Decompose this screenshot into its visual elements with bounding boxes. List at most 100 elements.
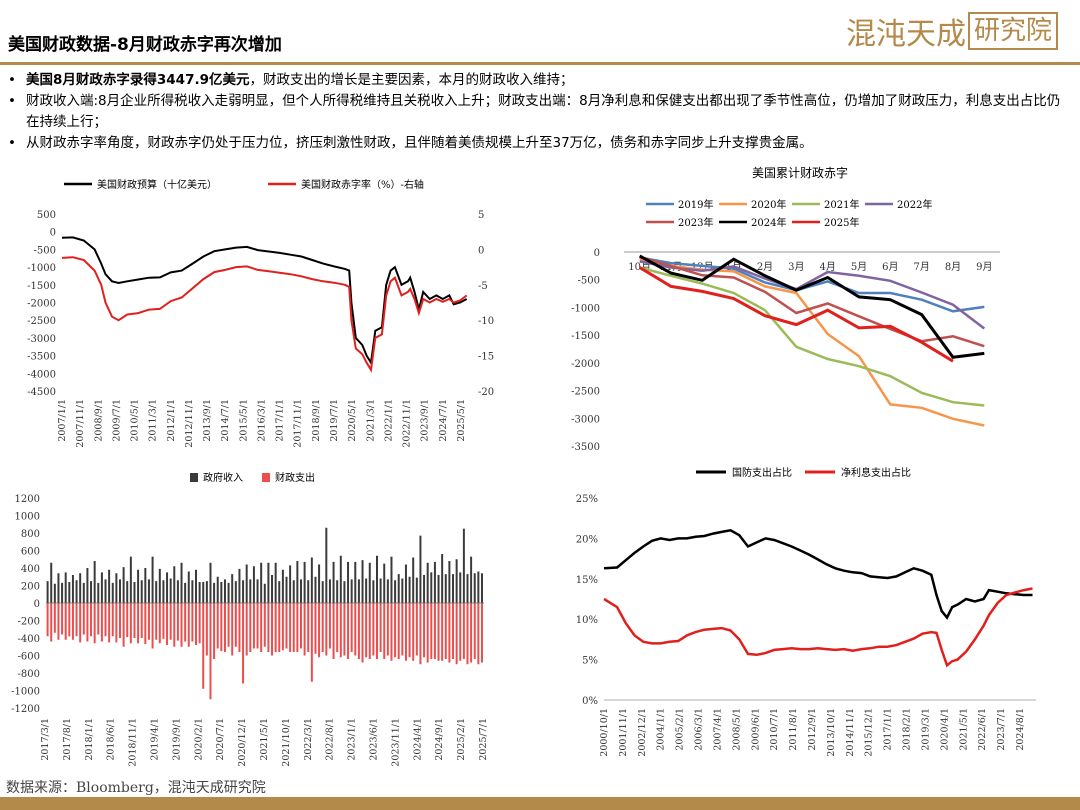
y-tick-label: -3000 xyxy=(27,334,56,345)
x-tick-label: 8月 xyxy=(945,261,961,273)
bar xyxy=(202,582,205,603)
bar xyxy=(441,603,444,661)
bar xyxy=(53,583,56,603)
bar xyxy=(314,576,317,603)
bar xyxy=(303,561,306,604)
legend-label: 2019年 xyxy=(678,198,713,211)
y-tick-label: -2500 xyxy=(571,387,600,398)
bar xyxy=(455,559,458,603)
x-tick-label: 2022/3/1 xyxy=(303,718,314,761)
bar xyxy=(180,562,183,603)
bar xyxy=(285,603,288,649)
bar xyxy=(213,603,216,659)
bar xyxy=(231,603,234,656)
bar xyxy=(354,603,357,656)
bar xyxy=(122,567,125,604)
logo-box-text: 研究院 xyxy=(967,12,1058,50)
bar xyxy=(412,557,415,603)
bar xyxy=(158,568,161,604)
bar xyxy=(90,581,93,604)
x-tick-label: 2009/7/1 xyxy=(111,399,122,442)
bar xyxy=(408,576,411,603)
x-tick-label: 6月 xyxy=(882,261,898,273)
bar xyxy=(104,603,107,637)
bar xyxy=(151,603,154,649)
y-tick-label: 5% xyxy=(582,656,598,667)
y-tick-label: -2000 xyxy=(27,299,56,310)
y-tick-label: -1200 xyxy=(11,704,40,715)
x-tick-label: 2025/5/1 xyxy=(456,399,467,442)
x-tick-label: 2008/9/1 xyxy=(93,399,104,442)
bar xyxy=(452,574,455,604)
y-tick-label: 0 xyxy=(594,248,600,259)
bar xyxy=(437,603,440,661)
bar xyxy=(151,556,154,604)
series-line xyxy=(61,236,468,366)
legend-label: 美国财政预算（十亿美元） xyxy=(97,178,217,191)
bar xyxy=(173,566,176,603)
bar xyxy=(455,603,458,665)
bar xyxy=(452,603,455,659)
bar xyxy=(274,562,277,603)
x-tick-label: 2016/3/1 xyxy=(256,399,267,442)
bar xyxy=(75,603,78,637)
bar xyxy=(249,603,252,652)
bar xyxy=(368,562,371,603)
bar xyxy=(169,578,172,603)
bar xyxy=(448,561,451,603)
bar xyxy=(470,556,473,604)
budget-deficit-chart: 美国财政预算（十亿美元） 美国财政赤字率（%）-右轴 500 0 -500 -1000 -1… xyxy=(27,178,494,448)
bar xyxy=(137,603,140,644)
bar xyxy=(238,568,241,604)
bar xyxy=(430,603,433,659)
bar xyxy=(144,568,147,603)
bar xyxy=(242,603,245,684)
bar xyxy=(180,603,183,647)
x-tick-label: 2018/6/1 xyxy=(106,718,117,761)
bar xyxy=(354,561,357,604)
bar xyxy=(328,603,331,649)
series-line xyxy=(639,266,985,407)
bar xyxy=(86,568,89,603)
bar xyxy=(459,603,462,661)
bar xyxy=(397,574,400,604)
bar xyxy=(271,575,274,603)
y-tick-label: 15% xyxy=(576,575,598,586)
x-tick-label: 2012/1/1 xyxy=(166,399,177,442)
x-tick-label: 2024/9/1 xyxy=(434,718,445,761)
header-divider xyxy=(0,62,1080,65)
x-tick-label: 2001/11/1 xyxy=(618,708,629,757)
x-tick-label: 2022/11/1 xyxy=(402,399,413,448)
x-tick-label: 2004/1/1 xyxy=(656,708,667,751)
bar xyxy=(292,580,295,603)
y-tick-label: 1000 xyxy=(15,512,40,523)
y-tick-label: -1500 xyxy=(571,331,600,342)
bar xyxy=(126,603,129,638)
bar xyxy=(307,580,310,603)
x-tick-label: 2007/4/1 xyxy=(712,708,723,751)
x-tick-label: 2010/5/1 xyxy=(130,399,141,442)
bar xyxy=(184,582,187,604)
bar xyxy=(202,603,205,689)
bar xyxy=(281,569,284,603)
bar xyxy=(158,603,161,644)
x-tick-label: 2011/3/1 xyxy=(148,399,159,442)
y-tick-label: 400 xyxy=(21,564,40,575)
x-tick-label: 2021/5/1 xyxy=(958,708,969,751)
bar xyxy=(115,573,118,603)
bar xyxy=(173,603,176,647)
bar xyxy=(263,583,266,603)
data-source: 数据来源：Bloomberg，混沌天成研究院 xyxy=(6,780,266,796)
y-tick-label: -500 xyxy=(578,276,600,287)
bar xyxy=(401,603,404,656)
y-tick-label: 500 xyxy=(37,210,56,221)
bar xyxy=(466,574,469,604)
bar xyxy=(126,581,129,604)
bar xyxy=(321,603,324,652)
bar xyxy=(332,603,335,659)
bullet-text: ，财政支出的增长是主要因素，本月的财政收入维持； xyxy=(249,72,574,88)
legend-label: 2024年 xyxy=(751,216,786,229)
y2-tick-label: -20 xyxy=(478,387,494,398)
defense-interest-share-chart: 国防支出占比 净利息支出占比 25% 20% 15% 10% 5% 0%2000/10/1 20… xyxy=(576,466,1036,757)
bar xyxy=(448,603,451,663)
